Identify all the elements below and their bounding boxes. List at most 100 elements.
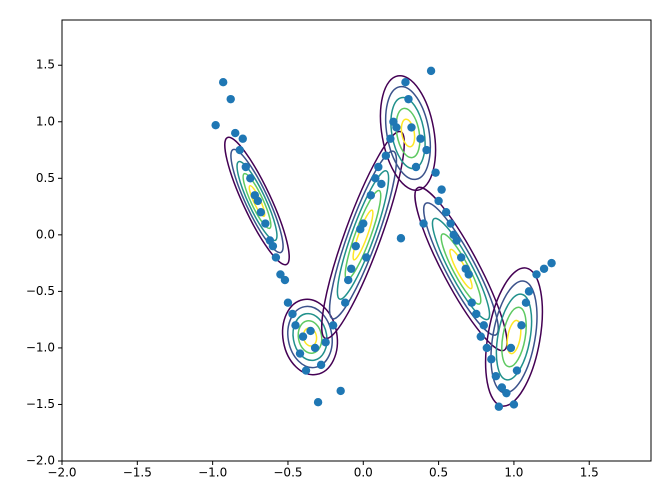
point [218, 77, 228, 87]
point [246, 174, 255, 183]
point [524, 287, 534, 296]
contour [297, 320, 323, 354]
point [476, 332, 485, 341]
contour [422, 202, 500, 336]
point [437, 185, 446, 194]
point [431, 168, 440, 177]
point [416, 134, 425, 143]
point [502, 388, 511, 398]
contour [506, 319, 522, 355]
point [280, 275, 290, 285]
point [494, 402, 504, 411]
point [336, 386, 345, 396]
contour [400, 118, 416, 148]
x-tick-label: 1.5 [580, 466, 599, 480]
point [386, 134, 395, 143]
point [362, 253, 371, 262]
contour [336, 170, 390, 300]
plot-frame [61, 19, 652, 462]
point [238, 134, 247, 143]
x-tick-label: 1.0 [504, 466, 523, 480]
point [396, 234, 406, 243]
point [467, 298, 476, 307]
point [288, 309, 297, 319]
point [482, 343, 492, 353]
y-tick-label: 0.0 [36, 227, 55, 241]
point [517, 321, 526, 330]
contours [224, 74, 544, 407]
point [434, 196, 443, 206]
point [359, 219, 368, 228]
point [479, 321, 488, 330]
point [347, 264, 356, 273]
point [253, 196, 263, 206]
point [381, 151, 391, 160]
point [532, 270, 541, 279]
x-tick-label: −0.5 [273, 466, 302, 480]
y-tick-label: 0.5 [36, 171, 55, 185]
point [371, 174, 380, 183]
point [426, 66, 436, 76]
contour [328, 150, 398, 320]
contour [242, 172, 272, 230]
point [547, 258, 556, 268]
point [472, 309, 481, 319]
point [328, 321, 338, 330]
point [291, 321, 300, 330]
point [521, 298, 531, 307]
point [407, 123, 416, 132]
point [301, 366, 311, 375]
point [344, 275, 353, 285]
contour [236, 160, 278, 242]
point [321, 338, 330, 347]
point [539, 264, 549, 273]
x-tick-label: −1.5 [123, 466, 152, 480]
contour [390, 96, 426, 170]
point [404, 94, 413, 104]
point [256, 208, 266, 217]
y-tick-label: 1.0 [36, 114, 55, 128]
point [377, 179, 386, 189]
point [351, 241, 360, 251]
contour [501, 306, 527, 368]
point [283, 298, 293, 307]
point [401, 77, 410, 87]
contour [352, 209, 374, 261]
contour [230, 148, 284, 254]
point [316, 360, 326, 370]
contour [440, 233, 482, 305]
point [411, 162, 421, 172]
point [509, 400, 519, 409]
y-tick-label: −0.5 [26, 284, 55, 298]
point [366, 191, 376, 200]
x-tick-label: −1.0 [198, 466, 227, 480]
point [464, 270, 473, 279]
point [512, 366, 522, 375]
point [419, 219, 428, 228]
point [487, 355, 496, 364]
point [241, 162, 250, 172]
point [446, 219, 455, 228]
contour [281, 298, 339, 376]
point [276, 270, 285, 279]
point [268, 241, 278, 251]
contour [344, 189, 382, 281]
point [310, 343, 320, 353]
point [441, 208, 451, 217]
y-tick-label: 1.5 [36, 58, 55, 72]
contour [224, 136, 290, 266]
point [392, 123, 401, 132]
y-tick-label: −1.5 [26, 397, 55, 411]
contour [495, 293, 533, 381]
point [211, 120, 220, 130]
y-tick-label: −1.0 [26, 340, 55, 354]
point [235, 145, 244, 155]
contour [287, 305, 333, 369]
point [271, 253, 281, 262]
point [341, 298, 350, 307]
point [506, 343, 516, 353]
contour [292, 312, 328, 362]
point [231, 128, 240, 138]
point [452, 236, 461, 245]
contour [414, 186, 508, 352]
